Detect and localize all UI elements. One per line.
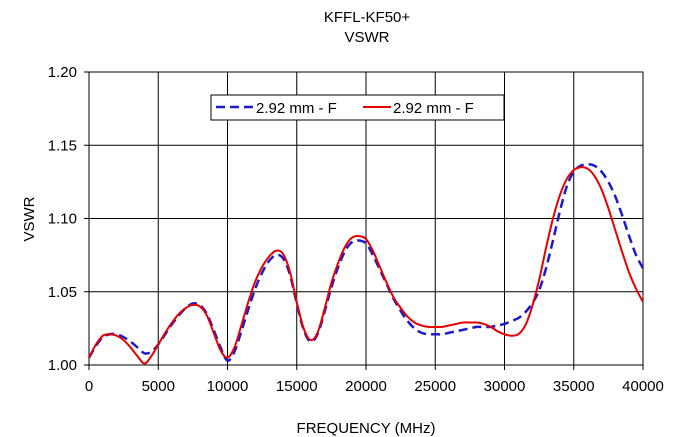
series-line-2: [88, 166, 644, 365]
series-lines: [87, 163, 645, 365]
x-tick-label: 25000: [414, 378, 456, 395]
legend-label-series-1: 2.92 mm - F: [256, 100, 337, 117]
x-tick-label: 35000: [553, 378, 595, 395]
y-axis-label: VSWR: [21, 196, 38, 241]
chart-subtitle: VSWR: [345, 29, 390, 46]
y-tick-label: 1.20: [48, 64, 77, 81]
x-tick-label: 5000: [142, 378, 175, 395]
x-tick-label: 0: [85, 378, 93, 395]
legend: 2.92 mm - F 2.92 mm - F: [210, 94, 505, 121]
legend-label-series-2: 2.92 mm - F: [393, 100, 474, 117]
x-tick-label: 40000: [622, 378, 664, 395]
x-tick-label: 20000: [345, 378, 387, 395]
x-tick-label: 15000: [276, 378, 318, 395]
x-tick-label: 10000: [207, 378, 249, 395]
y-tick-label: 1.00: [48, 357, 77, 374]
y-tick-label: 1.10: [48, 211, 77, 228]
grid-lines: [89, 72, 643, 365]
x-tick-label: 30000: [484, 378, 526, 395]
y-tick-label: 1.15: [48, 137, 77, 154]
chart-title: KFFL-KF50+: [324, 9, 411, 26]
legend-box: [210, 94, 505, 121]
y-tick-label: 1.05: [48, 284, 77, 301]
x-axis-label: FREQUENCY (MHz): [297, 420, 436, 437]
y-axis-ticks: 1.00 1.05 1.10 1.15 1.20: [48, 64, 89, 374]
x-axis-ticks: 0 5000 10000 15000 20000 25000 30000 35000 40000: [85, 365, 664, 395]
